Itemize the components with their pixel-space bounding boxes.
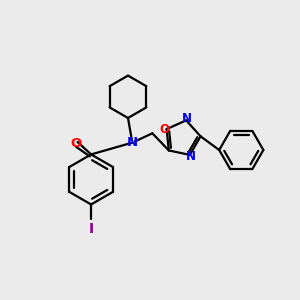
Text: N: N [127, 136, 138, 149]
Text: O: O [159, 123, 169, 136]
Text: N: N [182, 112, 192, 125]
Text: N: N [186, 151, 196, 164]
Text: I: I [88, 222, 94, 236]
Text: O: O [70, 137, 82, 150]
